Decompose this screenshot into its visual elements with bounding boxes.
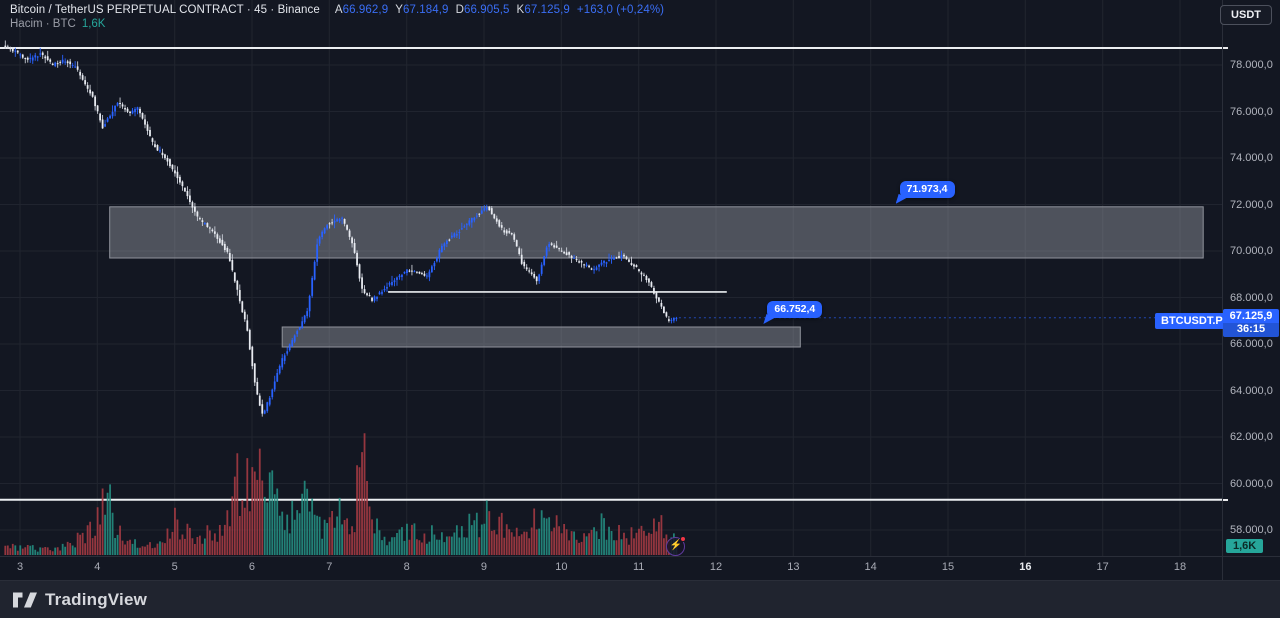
time-axis-label: 12 <box>709 561 723 573</box>
chart-legend: Bitcoin / TetherUS PERPETUAL CONTRACT · … <box>10 4 664 30</box>
price-axis-label: 74.000,0 <box>1230 152 1273 164</box>
axis-tick-dash <box>1223 498 1228 501</box>
price-axis-label: 68.000,0 <box>1230 291 1273 304</box>
price-axis-label: 58.000,0 <box>1230 524 1273 536</box>
price-axis-label: 72.000,0 <box>1230 198 1273 211</box>
high-value: 67.184,9 <box>402 4 449 16</box>
close-value: 67.125,9 <box>524 4 570 16</box>
last-price-symbol-tag[interactable]: BTCUSDT.P <box>1155 312 1229 329</box>
open-label: A <box>334 4 343 16</box>
supply-zone-rect <box>109 206 1204 259</box>
price-callout-upper[interactable]: 71.973,4 <box>895 180 955 204</box>
time-axis-label: 17 <box>1096 561 1109 573</box>
time-scale[interactable]: 3 4 5 6 7 8 9 10 11 12 13 14 15 16 17 18 <box>0 556 1222 580</box>
time-axis-label: 9 <box>480 561 488 573</box>
notification-dot <box>680 535 687 542</box>
callout-tail <box>763 313 775 324</box>
bar-countdown: 36:15 <box>1223 322 1279 337</box>
footer-bar: TradingView <box>0 580 1280 618</box>
time-axis-label: 13 <box>787 561 800 573</box>
low-label: D <box>455 4 464 16</box>
price-axis-label: 62.000,0 <box>1230 431 1273 443</box>
time-axis-label: 8 <box>403 561 410 573</box>
time-axis-label: 14 <box>864 561 877 573</box>
axis-corner <box>1222 556 1280 580</box>
lightning-icon: ⚡ <box>669 540 682 551</box>
time-axis-label: 10 <box>555 561 568 573</box>
volume-axis-label: 1,6K <box>1226 539 1264 553</box>
price-axis-label: 60.000,0 <box>1230 477 1273 490</box>
price-scale[interactable]: 78.000,0 76.000,0 74.000,0 72.000,0 70.000,0… <box>1222 0 1280 556</box>
time-axis-label: 5 <box>171 561 178 573</box>
callout-text: 66.752,4 <box>774 302 816 315</box>
callout-text: 71.973,4 <box>906 182 948 195</box>
time-axis-label: 6 <box>248 561 256 573</box>
demand-zone-rect <box>281 326 801 348</box>
volume-bars-up <box>14 470 678 555</box>
high-label: Y <box>395 4 403 16</box>
price-callout-lower[interactable]: 66.752,4 <box>763 300 823 324</box>
time-axis-label: 4 <box>94 561 101 573</box>
time-axis-label: 11 <box>632 561 645 573</box>
time-axis-label: 3 <box>16 561 24 573</box>
close-label: K <box>516 4 525 16</box>
tradingview-logo-text: TradingView <box>45 589 148 609</box>
ohlc-values: A66.962,9 Y67.184,9 D66.905,5 K67.125,9 +163… <box>328 4 664 16</box>
low-value: 66.905,5 <box>463 4 510 16</box>
volume-indicator-label[interactable]: Hacim · BTC <box>10 18 76 30</box>
change-value: +163,0 (+0,24%) <box>576 4 665 16</box>
price-axis-label: 76.000,0 <box>1230 105 1273 118</box>
last-price-label[interactable]: 67.125,9 36:15 <box>1223 308 1279 337</box>
callout-tail <box>895 193 907 204</box>
event-marker-icon[interactable]: ⚡ <box>666 535 687 556</box>
time-axis-label: 7 <box>326 561 333 573</box>
time-axis-label: 18 <box>1173 561 1187 573</box>
chart-canvas[interactable] <box>0 0 1222 556</box>
tradingview-logo-icon <box>13 592 37 607</box>
currency-toggle-button[interactable]: USDT <box>1220 5 1272 25</box>
axis-tick-dash <box>1223 47 1228 50</box>
time-axis-label: 16 <box>1019 561 1032 573</box>
time-axis-label: 15 <box>941 561 955 573</box>
symbol-title[interactable]: Bitcoin / TetherUS PERPETUAL CONTRACT · … <box>10 4 320 16</box>
price-axis-label: 70.000,0 <box>1230 245 1273 257</box>
open-value: 66.962,9 <box>342 4 389 16</box>
price-axis-label: 66.000,0 <box>1230 338 1273 350</box>
price-axis-label: 64.000,0 <box>1230 384 1273 397</box>
volume-indicator-value: 1,6K <box>81 18 106 30</box>
last-price-value: 67.125,9 <box>1223 308 1279 323</box>
price-axis-label: 78.000,0 <box>1230 59 1273 71</box>
grid-lines <box>0 0 1222 556</box>
tradingview-logo[interactable]: TradingView <box>12 589 147 611</box>
